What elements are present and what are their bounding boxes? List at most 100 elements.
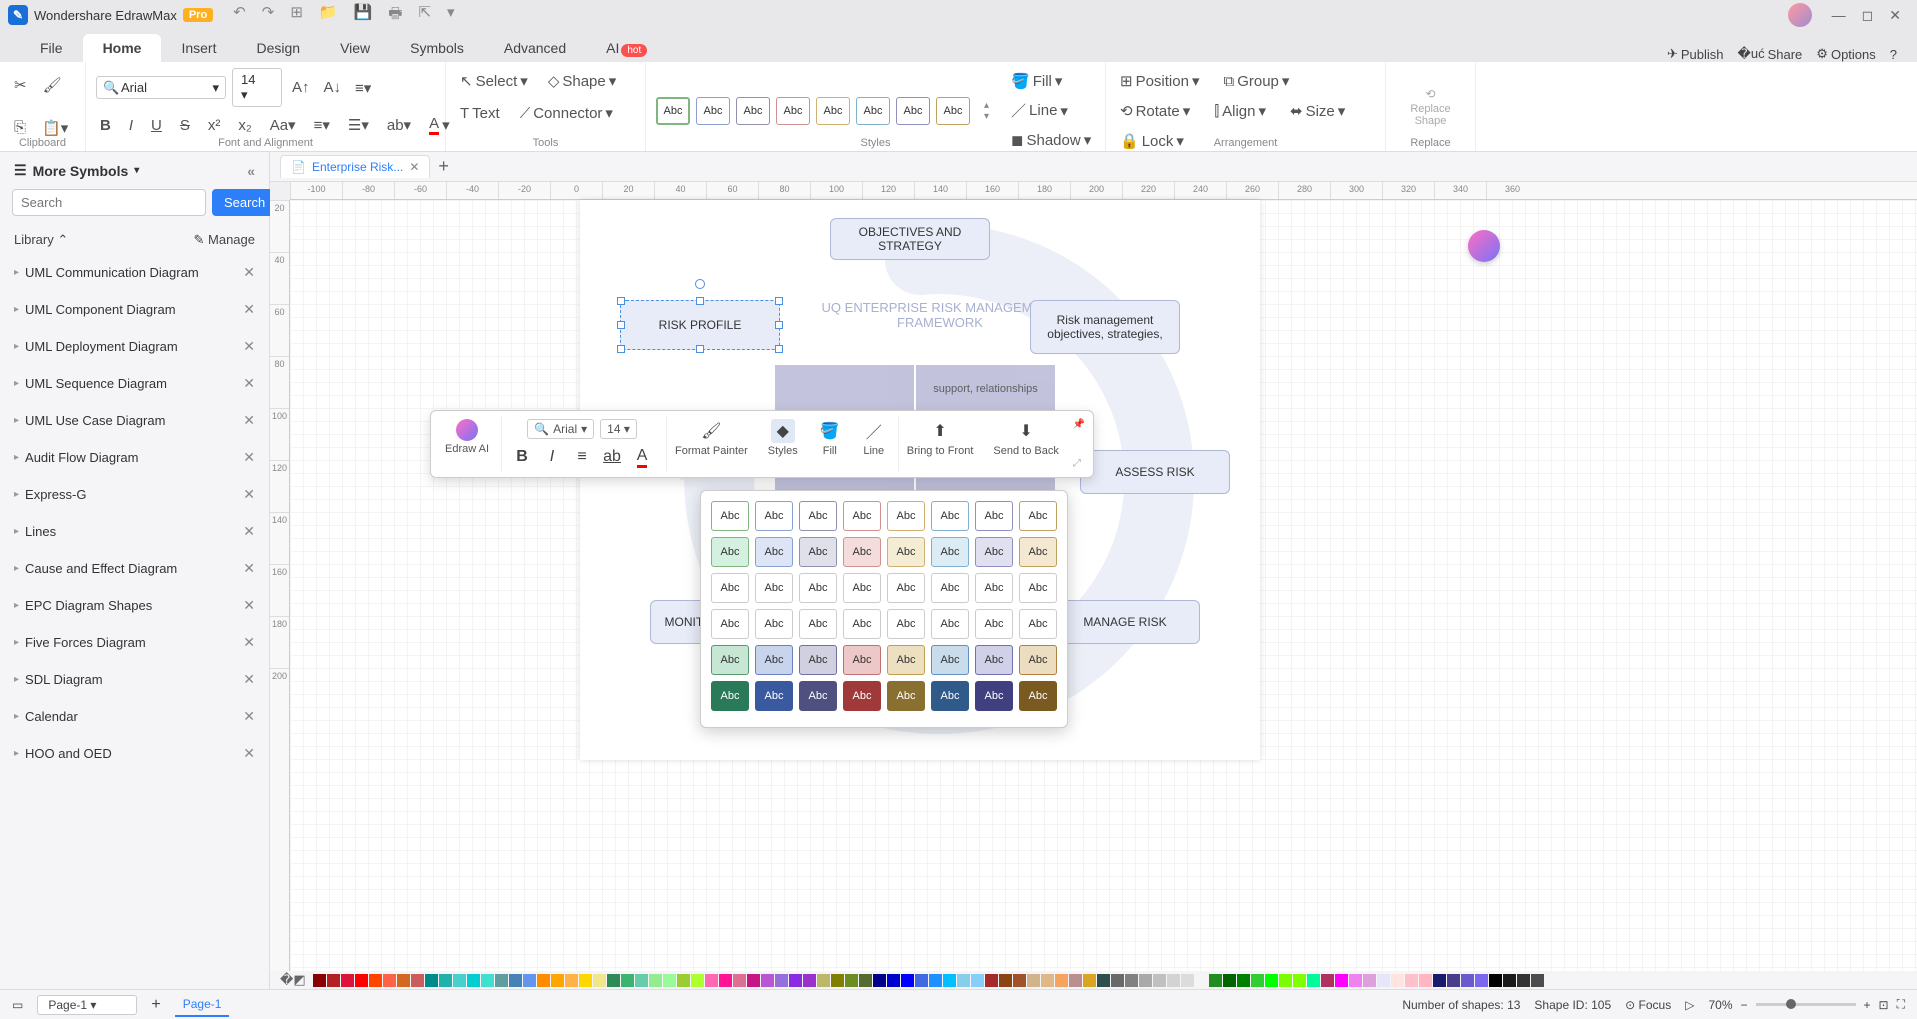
float-fontcolor-button[interactable]: A	[630, 445, 654, 469]
style-popup-swatch[interactable]: Abc	[843, 609, 881, 639]
open-button[interactable]: 📁	[319, 3, 338, 28]
color-swatch[interactable]	[1475, 974, 1488, 987]
style-swatch[interactable]: Abc	[816, 97, 850, 125]
color-swatch[interactable]	[887, 974, 900, 987]
style-popup-swatch[interactable]: Abc	[887, 681, 925, 711]
color-swatch[interactable]	[1447, 974, 1460, 987]
superscript-button[interactable]: x²	[204, 113, 225, 138]
bold-button[interactable]: B	[96, 113, 115, 138]
library-item[interactable]: ▸Express-G✕	[0, 476, 269, 513]
library-item[interactable]: ▸Calendar✕	[0, 698, 269, 735]
style-popup-swatch[interactable]: Abc	[711, 573, 749, 603]
color-swatch[interactable]	[1335, 974, 1348, 987]
page-tab[interactable]: Page-1	[175, 993, 230, 1017]
color-swatch[interactable]	[691, 974, 704, 987]
color-swatch[interactable]	[1363, 974, 1376, 987]
color-swatch[interactable]	[1293, 974, 1306, 987]
color-swatch[interactable]	[957, 974, 970, 987]
font-size-select[interactable]: 14 ▾	[232, 68, 282, 107]
style-popup-swatch[interactable]: Abc	[711, 609, 749, 639]
color-swatch[interactable]	[789, 974, 802, 987]
style-swatch[interactable]: Abc	[936, 97, 970, 125]
color-swatch[interactable]	[551, 974, 564, 987]
focus-button[interactable]: ⊙ Focus	[1625, 998, 1671, 1012]
color-swatch[interactable]	[929, 974, 942, 987]
color-swatch[interactable]	[1461, 974, 1474, 987]
color-swatch[interactable]	[495, 974, 508, 987]
style-popup-swatch[interactable]: Abc	[799, 645, 837, 675]
line-style-button[interactable]: ／ Line▾	[1007, 96, 1095, 125]
color-swatch[interactable]	[649, 974, 662, 987]
library-item[interactable]: ▸EPC Diagram Shapes✕	[0, 587, 269, 624]
subscript-button[interactable]: x₂	[234, 113, 255, 138]
canvas[interactable]: UQ ENTERPRISE RISK MANAGEMENT FRAMEWORK …	[290, 200, 1917, 971]
color-swatch[interactable]	[1489, 974, 1502, 987]
style-popup-swatch[interactable]: Abc	[1019, 573, 1057, 603]
style-popup-swatch[interactable]: Abc	[711, 681, 749, 711]
tab-insert[interactable]: Insert	[161, 34, 236, 62]
library-item[interactable]: ▸UML Component Diagram✕	[0, 291, 269, 328]
remove-library-button[interactable]: ✕	[243, 597, 255, 614]
color-swatch[interactable]	[1279, 974, 1292, 987]
style-popup-swatch[interactable]: Abc	[1019, 645, 1057, 675]
decrease-font-button[interactable]: A↓	[320, 75, 346, 100]
shape-objectives[interactable]: OBJECTIVES AND STRATEGY	[830, 218, 990, 260]
zoom-slider[interactable]	[1756, 1003, 1856, 1006]
library-item[interactable]: ▸Cause and Effect Diagram✕	[0, 550, 269, 587]
style-popup-swatch[interactable]: Abc	[931, 645, 969, 675]
color-swatch[interactable]	[509, 974, 522, 987]
color-swatch[interactable]	[1223, 974, 1236, 987]
float-italic-button[interactable]: I	[540, 445, 564, 469]
style-popup-swatch[interactable]: Abc	[755, 609, 793, 639]
color-swatch[interactable]	[1055, 974, 1068, 987]
color-swatch[interactable]	[383, 974, 396, 987]
float-bold-button[interactable]: B	[510, 445, 534, 469]
style-popup-swatch[interactable]: Abc	[843, 645, 881, 675]
increase-font-button[interactable]: A↑	[288, 75, 314, 100]
rotate-button[interactable]: ⟲ Rotate▾	[1116, 98, 1194, 124]
color-swatch[interactable]	[1517, 974, 1530, 987]
color-swatch[interactable]	[481, 974, 494, 987]
document-tab[interactable]: 📄 Enterprise Risk... ✕	[280, 155, 430, 178]
float-line-button[interactable]: ／	[862, 419, 886, 443]
color-swatch[interactable]	[747, 974, 760, 987]
send-back-button[interactable]: ⬇	[1014, 419, 1038, 443]
shape-tool[interactable]: ◇ Shape▾	[544, 68, 620, 94]
color-swatch[interactable]	[971, 974, 984, 987]
color-swatch[interactable]	[1083, 974, 1096, 987]
float-styles-button[interactable]: ◆	[771, 419, 795, 443]
style-popup-swatch[interactable]: Abc	[975, 645, 1013, 675]
color-swatch[interactable]	[1419, 974, 1432, 987]
float-fill-button[interactable]: 🪣	[818, 419, 842, 443]
style-popup-swatch[interactable]: Abc	[755, 537, 793, 567]
shape-risk-profile[interactable]: RISK PROFILE	[620, 300, 780, 350]
position-button[interactable]: ⊞ Position▾	[1116, 68, 1203, 94]
zoom-out-button[interactable]: −	[1741, 998, 1748, 1012]
library-item[interactable]: ▸SDL Diagram✕	[0, 661, 269, 698]
color-swatch[interactable]	[1237, 974, 1250, 987]
fullscreen-button[interactable]: ⛶	[1897, 997, 1905, 1012]
color-swatch[interactable]	[397, 974, 410, 987]
color-swatch[interactable]	[943, 974, 956, 987]
library-item[interactable]: ▸UML Use Case Diagram✕	[0, 402, 269, 439]
color-swatch[interactable]	[1167, 974, 1180, 987]
line-spacing-button[interactable]: ≡▾	[310, 112, 334, 138]
remove-library-button[interactable]: ✕	[243, 708, 255, 725]
float-highlight-button[interactable]: ab	[600, 445, 624, 469]
options-button[interactable]: ⚙ Options	[1816, 46, 1875, 62]
tab-design[interactable]: Design	[236, 34, 320, 62]
replace-shape-button[interactable]: ⟲Replace Shape	[1396, 83, 1465, 131]
color-swatch[interactable]	[859, 974, 872, 987]
color-swatch[interactable]	[775, 974, 788, 987]
color-swatch[interactable]	[355, 974, 368, 987]
color-swatch[interactable]	[327, 974, 340, 987]
style-popup-swatch[interactable]: Abc	[1019, 537, 1057, 567]
add-tab-button[interactable]: +	[438, 156, 449, 177]
style-swatch[interactable]: Abc	[696, 97, 730, 125]
style-popup-swatch[interactable]: Abc	[799, 681, 837, 711]
style-popup-swatch[interactable]: Abc	[711, 645, 749, 675]
color-swatch[interactable]	[1097, 974, 1110, 987]
style-popup-swatch[interactable]: Abc	[931, 681, 969, 711]
style-popup-swatch[interactable]: Abc	[975, 501, 1013, 531]
page-view-icon[interactable]: ▭	[12, 998, 23, 1012]
